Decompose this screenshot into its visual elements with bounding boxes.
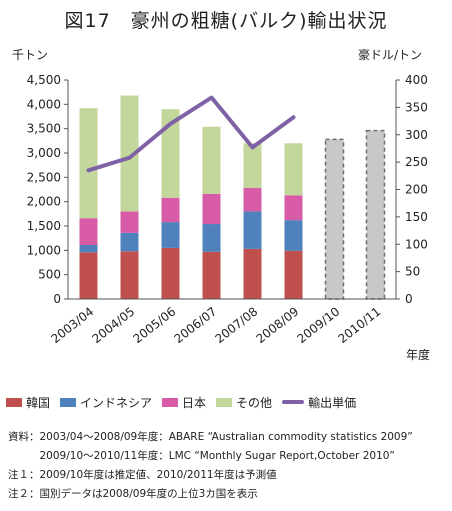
bar-other (79, 108, 98, 219)
bar-indonesia (284, 220, 303, 251)
legend-label-japan: 日本 (182, 395, 207, 410)
left-tick-label: 3,000 (27, 146, 61, 160)
right-tick-label: 100 (405, 237, 428, 251)
left-tick-label: 1,000 (27, 243, 61, 257)
right-tick-label: 350 (405, 100, 428, 114)
note-2: 注２：国別データは2008/09年度の上位3カ国を表示 (8, 488, 258, 500)
bar-japan (284, 195, 303, 221)
bar-indonesia (161, 222, 180, 248)
left-tick-label: 0 (53, 292, 61, 306)
left-tick-label: 3,500 (27, 122, 61, 136)
notes-block: 資料：2003/04～2008/09年度：ABARE “Australian c… (8, 428, 452, 504)
legend-swatch-other (216, 397, 233, 407)
bar-korea (243, 248, 262, 299)
right-tick-label: 150 (405, 210, 428, 224)
x-tick-label: 2010/11 (335, 304, 383, 346)
chart-plot: 05001,0001,5002,0002,5003,0003,5004,0004… (27, 73, 428, 346)
legend-swatch-japan (162, 397, 179, 407)
legend-label-other: その他 (236, 395, 273, 410)
bar-japan (120, 211, 139, 233)
bar-indonesia (120, 232, 139, 252)
right-tick-label: 300 (405, 128, 428, 142)
bar-other (202, 126, 221, 194)
legend-swatch-indonesia (60, 397, 77, 407)
x-tick-label: 2003/04 (48, 304, 96, 346)
legend-item-korea: 韓国 (6, 394, 50, 411)
x-tick-label: 2006/07 (171, 304, 219, 346)
chart-title: 図17 豪州の粗糖(バルク)輸出状況 (64, 10, 388, 32)
right-tick-label: 250 (405, 155, 428, 169)
left-axis-unit: 千トン (12, 48, 49, 62)
legend-item-price: 輸出単価 (282, 394, 356, 411)
left-tick-label: 2,000 (27, 195, 61, 209)
bar-korea (202, 251, 221, 299)
bar-indonesia (79, 244, 98, 253)
left-tick-label: 1,500 (27, 219, 61, 233)
bar-indonesia (243, 211, 262, 249)
bar-korea (120, 251, 139, 299)
right-axis-unit: 豪ドル/トン (358, 48, 423, 62)
left-tick-label: 4,000 (27, 97, 61, 111)
right-tick-label: 0 (405, 292, 413, 306)
bar-japan (202, 193, 221, 225)
bar-japan (243, 188, 262, 212)
bar-other (161, 109, 180, 198)
bar-korea (284, 250, 303, 299)
legend-label-indonesia: インドネシア (80, 395, 153, 410)
right-tick-label: 200 (405, 183, 428, 197)
x-tick-label: 2004/05 (89, 304, 137, 346)
legend-item-japan: 日本 (162, 394, 206, 411)
bar-forecast (365, 129, 386, 300)
right-tick-label: 50 (405, 265, 420, 279)
bar-other (284, 143, 303, 196)
x-tick-label: 2008/09 (253, 304, 301, 346)
bar-forecast (324, 138, 345, 300)
legend-label-korea: 韓国 (26, 395, 51, 410)
x-tick-label: 2009/10 (294, 304, 342, 346)
right-tick-label: 400 (405, 73, 428, 87)
note-source-2: 2009/10～2010/11年度：LMC “Monthly Sugar Rep… (8, 450, 395, 462)
legend-item-indonesia: インドネシア (60, 394, 152, 411)
bar-indonesia (202, 224, 221, 252)
bar-other (120, 95, 139, 212)
legend-swatch-korea (6, 397, 22, 407)
bar-japan (79, 218, 98, 245)
legend-label-price: 輸出単価 (308, 395, 357, 410)
bar-korea (161, 247, 180, 299)
legend-swatch-price (282, 400, 305, 404)
x-tick-label: 2005/06 (130, 304, 178, 346)
left-tick-label: 2,500 (27, 170, 61, 184)
left-tick-label: 500 (38, 268, 61, 282)
left-tick-label: 4,500 (27, 73, 61, 87)
x-axis-label: 年度 (406, 348, 431, 362)
note-source-1: 資料：2003/04～2008/09年度：ABARE “Australian c… (8, 431, 413, 443)
bar-japan (161, 197, 180, 223)
legend-item-other: その他 (216, 394, 272, 411)
x-tick-label: 2007/08 (212, 304, 260, 346)
bar-korea (79, 252, 98, 299)
note-1: 注１：2009/10年度は推定値、2010/2011年度は予測値 (8, 469, 277, 481)
chart-legend: 韓国 インドネシア 日本 その他 輸出単価 (6, 393, 452, 411)
bar-other (243, 143, 262, 189)
price-line (86, 95, 296, 173)
